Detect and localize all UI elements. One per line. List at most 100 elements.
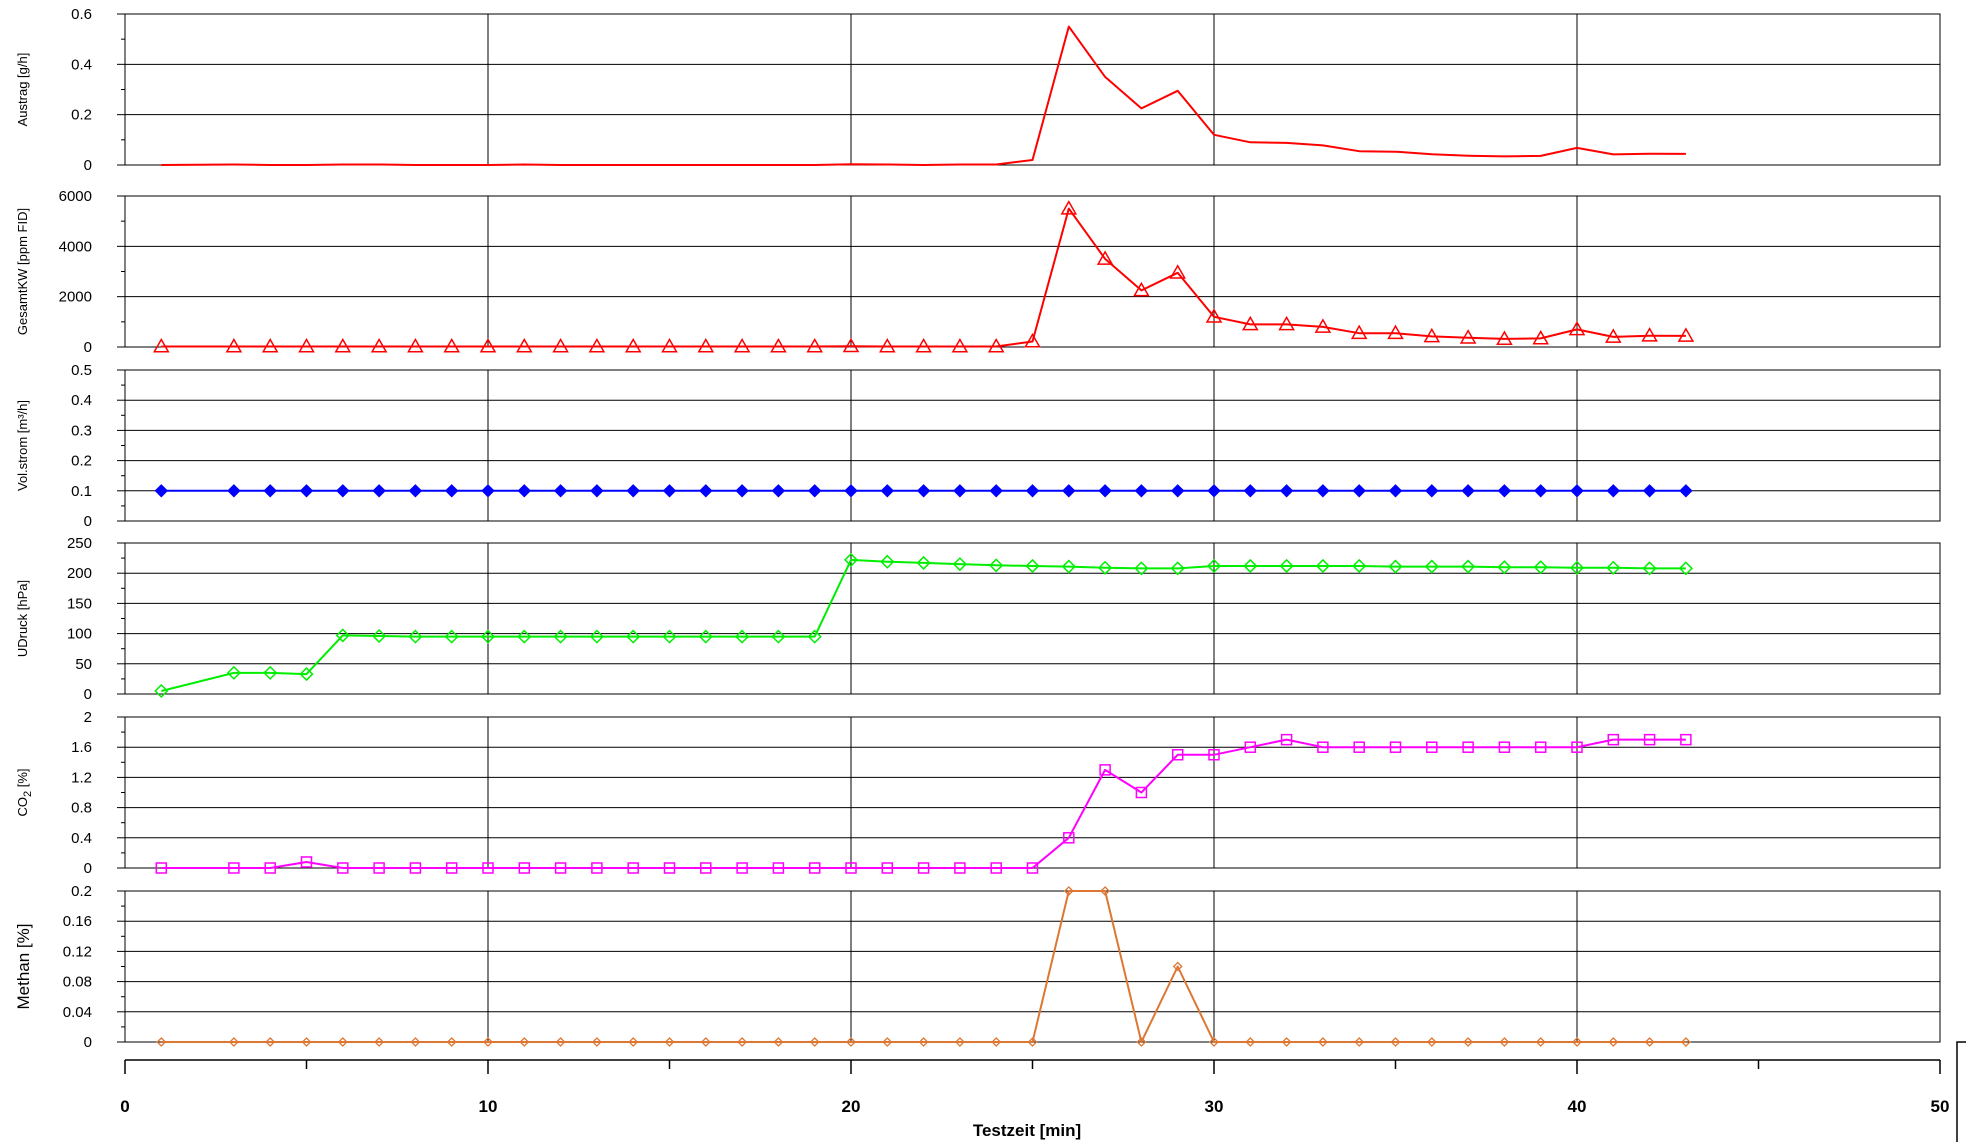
y-tick-label: 0 <box>84 513 92 530</box>
data-point <box>1677 327 1695 342</box>
y-axis-label: Methan [%] <box>14 924 33 1010</box>
data-point <box>1352 484 1366 498</box>
data-point <box>518 862 531 874</box>
y-tick-label: 0 <box>84 1034 92 1051</box>
y-axis-label: Vol.strom [m³/h] <box>15 400 30 491</box>
data-point <box>1208 749 1220 761</box>
y-tick-label: 2000 <box>59 289 92 306</box>
x-tick-label: 0 <box>120 1097 129 1116</box>
data-point <box>1678 561 1693 576</box>
y-axis-label: Austrag [g/h] <box>15 53 30 127</box>
y-tick-label: 0.8 <box>71 800 92 817</box>
data-point <box>989 558 1004 573</box>
data-point <box>372 484 386 498</box>
data-point <box>1205 308 1223 323</box>
y-tick-label: 0.08 <box>63 974 92 991</box>
data-point <box>1317 1037 1328 1047</box>
y-tick-label: 6000 <box>59 188 92 205</box>
data-point <box>952 557 967 572</box>
y-tick-label: 100 <box>67 626 92 643</box>
data-point <box>663 862 676 874</box>
data-point <box>771 484 786 498</box>
panel-3: 0 0.1 0.2 0.3 0.4 0.5 Vol.strom [m³/h] <box>15 362 1941 530</box>
corner-bracket <box>1956 1041 1966 1142</box>
data-point <box>444 629 459 644</box>
data-point <box>700 862 712 874</box>
data-point <box>374 1037 385 1047</box>
data-point <box>1459 329 1477 344</box>
data-point <box>1534 741 1547 753</box>
data-point <box>700 1037 711 1047</box>
data-point <box>1608 1037 1619 1047</box>
data-point <box>1350 324 1368 340</box>
data-point <box>661 337 678 353</box>
data-point <box>844 484 858 498</box>
data-point <box>337 1037 348 1047</box>
y-tick-label: 0.2 <box>71 453 92 470</box>
data-point <box>807 629 822 644</box>
data-point <box>1026 862 1039 874</box>
data-point <box>1281 1037 1292 1047</box>
data-point <box>153 337 170 353</box>
x-tick-label: 30 <box>1205 1097 1224 1116</box>
data-point <box>1642 561 1657 576</box>
data-point <box>991 1037 1002 1047</box>
data-point <box>1315 558 1330 574</box>
data-point <box>265 1037 276 1047</box>
data-point <box>1243 484 1258 498</box>
data-point <box>954 1037 965 1047</box>
data-point <box>517 484 532 498</box>
data-point <box>264 862 276 874</box>
panel-2: 0 2000 4000 6000 GesamtKW [ppm FID] <box>15 188 1941 356</box>
data-point <box>1425 484 1439 498</box>
data-point <box>662 629 677 644</box>
data-point <box>772 862 785 874</box>
data-point <box>516 337 533 353</box>
data-point <box>1642 484 1657 498</box>
data-point <box>1278 315 1295 331</box>
y-axis-label: GesamtKW [ppm FID] <box>15 208 30 335</box>
data-point <box>1680 733 1692 746</box>
data-point <box>480 629 496 644</box>
data-point <box>1169 264 1186 279</box>
data-point <box>1027 1037 1038 1047</box>
y-tick-label: 0 <box>84 339 92 356</box>
data-point <box>1172 961 1183 972</box>
data-point <box>1496 330 1513 345</box>
data-point <box>1424 559 1439 574</box>
y-tick-label: 0.2 <box>71 107 92 124</box>
data-point <box>664 1037 675 1047</box>
panel-5: 0 0.4 0.8 1.2 1.6 2 CO2 [%] <box>15 709 1941 877</box>
data-point <box>591 1037 602 1047</box>
y-tick-label: 200 <box>67 565 92 582</box>
data-point <box>1606 484 1621 498</box>
data-point <box>443 337 460 353</box>
data-point <box>1025 558 1040 574</box>
data-point <box>588 337 606 353</box>
data-point <box>1352 558 1367 574</box>
data-point <box>773 1037 784 1047</box>
data-point <box>770 337 787 353</box>
data-point <box>482 862 494 874</box>
data-point <box>1462 741 1474 753</box>
data-point <box>1316 484 1330 498</box>
data-point <box>808 862 821 874</box>
data-point <box>735 629 750 644</box>
series-line <box>161 738 1686 869</box>
data-point <box>479 337 497 353</box>
data-point <box>842 337 860 353</box>
panel-frame <box>124 195 1941 348</box>
data-point <box>154 484 169 498</box>
data-point <box>880 554 895 569</box>
data-point <box>228 1037 239 1047</box>
data-point <box>337 862 349 874</box>
data-point <box>1171 749 1184 761</box>
data-point <box>408 629 423 644</box>
data-point <box>410 1037 421 1047</box>
data-point <box>843 552 859 567</box>
data-point <box>409 862 422 874</box>
data-point <box>155 862 168 874</box>
y-tick-label: 50 <box>75 656 92 673</box>
data-point <box>1135 786 1148 799</box>
